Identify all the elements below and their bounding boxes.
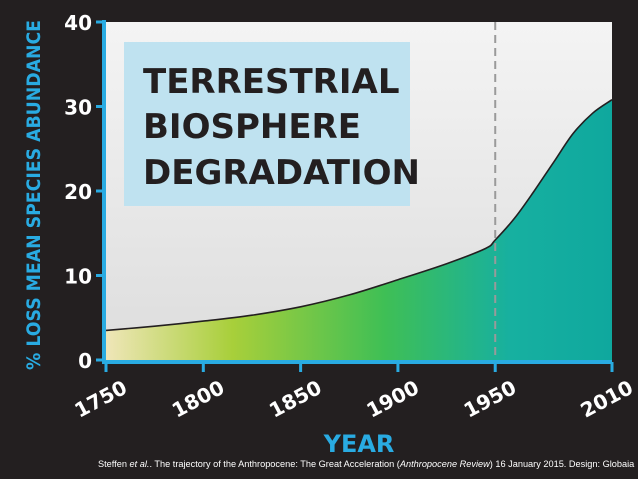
- y-tick-label: 30: [64, 96, 92, 120]
- chart-title-line-3: DEGRADATION: [143, 153, 420, 193]
- x-tick-label: 1950: [460, 375, 520, 422]
- x-tick-label: 2010: [577, 375, 637, 422]
- x-axis-title: YEAR: [323, 430, 395, 458]
- y-axis-title: % LOSS MEAN SPECIES ABUNDANCE: [23, 20, 45, 370]
- title-box: TERRESTRIAL BIOSPHERE DEGRADATION: [124, 42, 420, 206]
- caption-text-2: ) 16 January 2015. Design: Globaia: [489, 459, 635, 469]
- y-tick-label: 40: [64, 11, 92, 35]
- caption-author: Steffen: [98, 459, 127, 469]
- caption-text-1: . The trajectory of the Anthropocene: Th…: [149, 459, 400, 469]
- x-tick-label: 1900: [362, 375, 422, 422]
- chart-title-line-2: BIOSPHERE: [143, 107, 361, 147]
- y-tick-label: 0: [78, 349, 92, 373]
- chart-title-line-1: TERRESTRIAL: [143, 62, 400, 102]
- x-tick-label: 1800: [168, 375, 228, 422]
- source-caption: Steffen et al.. The trajectory of the An…: [98, 459, 634, 469]
- caption-etal: et al.: [129, 459, 150, 469]
- caption-journal: Anthropocene Review: [399, 459, 490, 469]
- series-line-0: [105, 99, 613, 332]
- y-tick-label: 20: [64, 180, 92, 204]
- x-tick-label: 1750: [71, 375, 131, 422]
- series-area-0: [106, 99, 612, 360]
- x-tick-label: 1850: [265, 375, 325, 422]
- y-tick-label: 10: [64, 265, 92, 289]
